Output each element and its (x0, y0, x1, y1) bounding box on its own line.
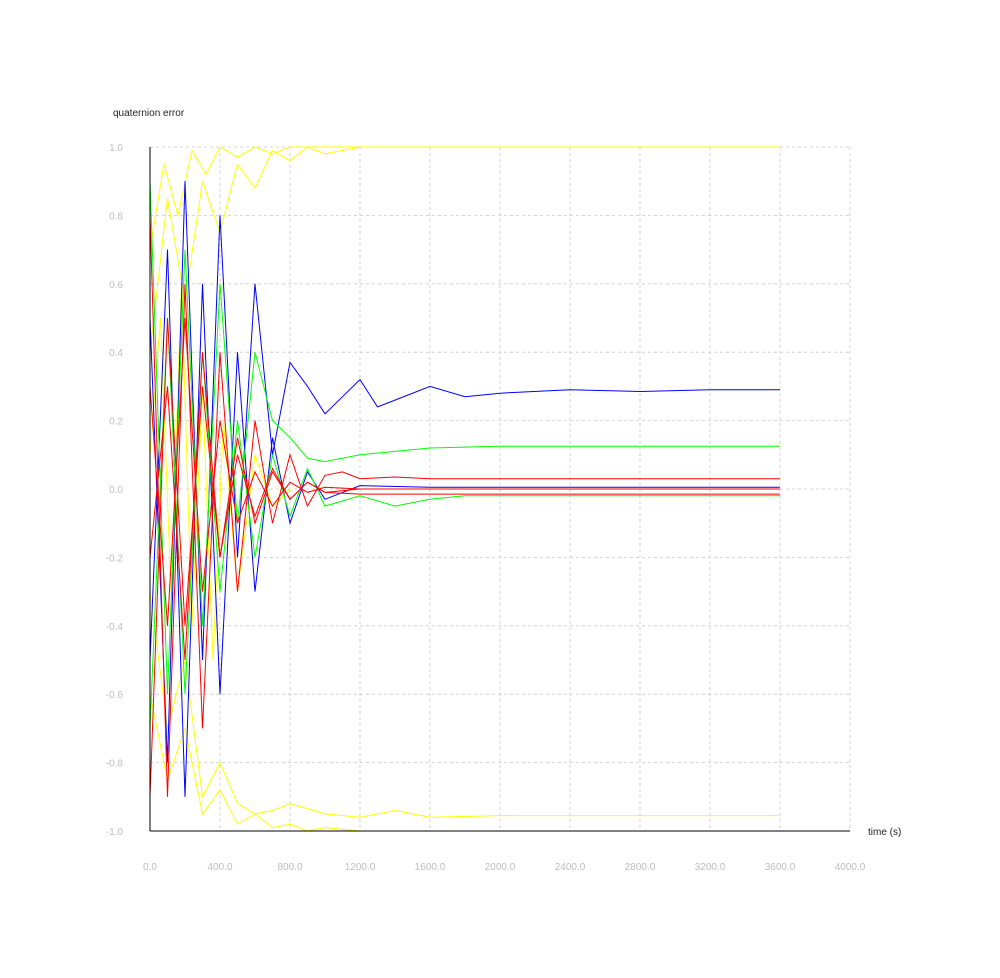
axes (149, 147, 850, 832)
series-line (149, 352, 430, 661)
x-tick-label: 800.0 (277, 862, 302, 873)
series-line (149, 215, 780, 797)
x-tick-label: 4000.0 (835, 862, 866, 873)
x-tick-label: 2400.0 (555, 862, 586, 873)
series-line (149, 181, 780, 695)
x-tick-label: 2800.0 (625, 862, 656, 873)
series-line (149, 181, 780, 763)
series-group (149, 146, 780, 832)
y-tick-label: 0.4 (109, 348, 123, 359)
x-tick-label: 1200.0 (345, 862, 376, 873)
y-tick-label: 0.2 (109, 417, 123, 428)
x-tick-label: 3600.0 (765, 862, 796, 873)
series-line (149, 146, 780, 250)
y-axis-label: quaternion error (113, 108, 185, 119)
series-line (149, 249, 780, 797)
series-line (149, 146, 780, 353)
y-tick-label: -0.8 (106, 759, 124, 770)
y-tick-labels: -1.0 -0.8 -0.6 -0.4 -0.2 0.0 0.2 0.4 0.6 0.8 1.0 (106, 143, 124, 838)
x-tick-label: 3200.0 (695, 862, 726, 873)
x-axis-label: time (s) (868, 827, 901, 838)
x-tick-label: 400.0 (207, 862, 232, 873)
y-tick-label: -0.2 (106, 553, 124, 564)
y-tick-label: -0.4 (106, 622, 124, 633)
x-tick-label: 1600.0 (415, 862, 446, 873)
series-line (149, 591, 780, 818)
y-tick-label: 1.0 (109, 143, 123, 154)
y-tick-label: 0.6 (109, 280, 123, 291)
x-tick-label: 0.0 (143, 862, 157, 873)
y-tick-label: 0.8 (109, 211, 123, 222)
y-tick-label: -1.0 (106, 827, 124, 838)
x-tick-labels: 0.0 400.0 800.0 1200.0 1600.0 2000.0 2400.0 280… (143, 862, 866, 873)
y-tick-label: -0.6 (106, 690, 124, 701)
series-line (149, 317, 780, 797)
y-tick-label: 0.0 (109, 485, 123, 496)
x-tick-label: 2000.0 (485, 862, 516, 873)
